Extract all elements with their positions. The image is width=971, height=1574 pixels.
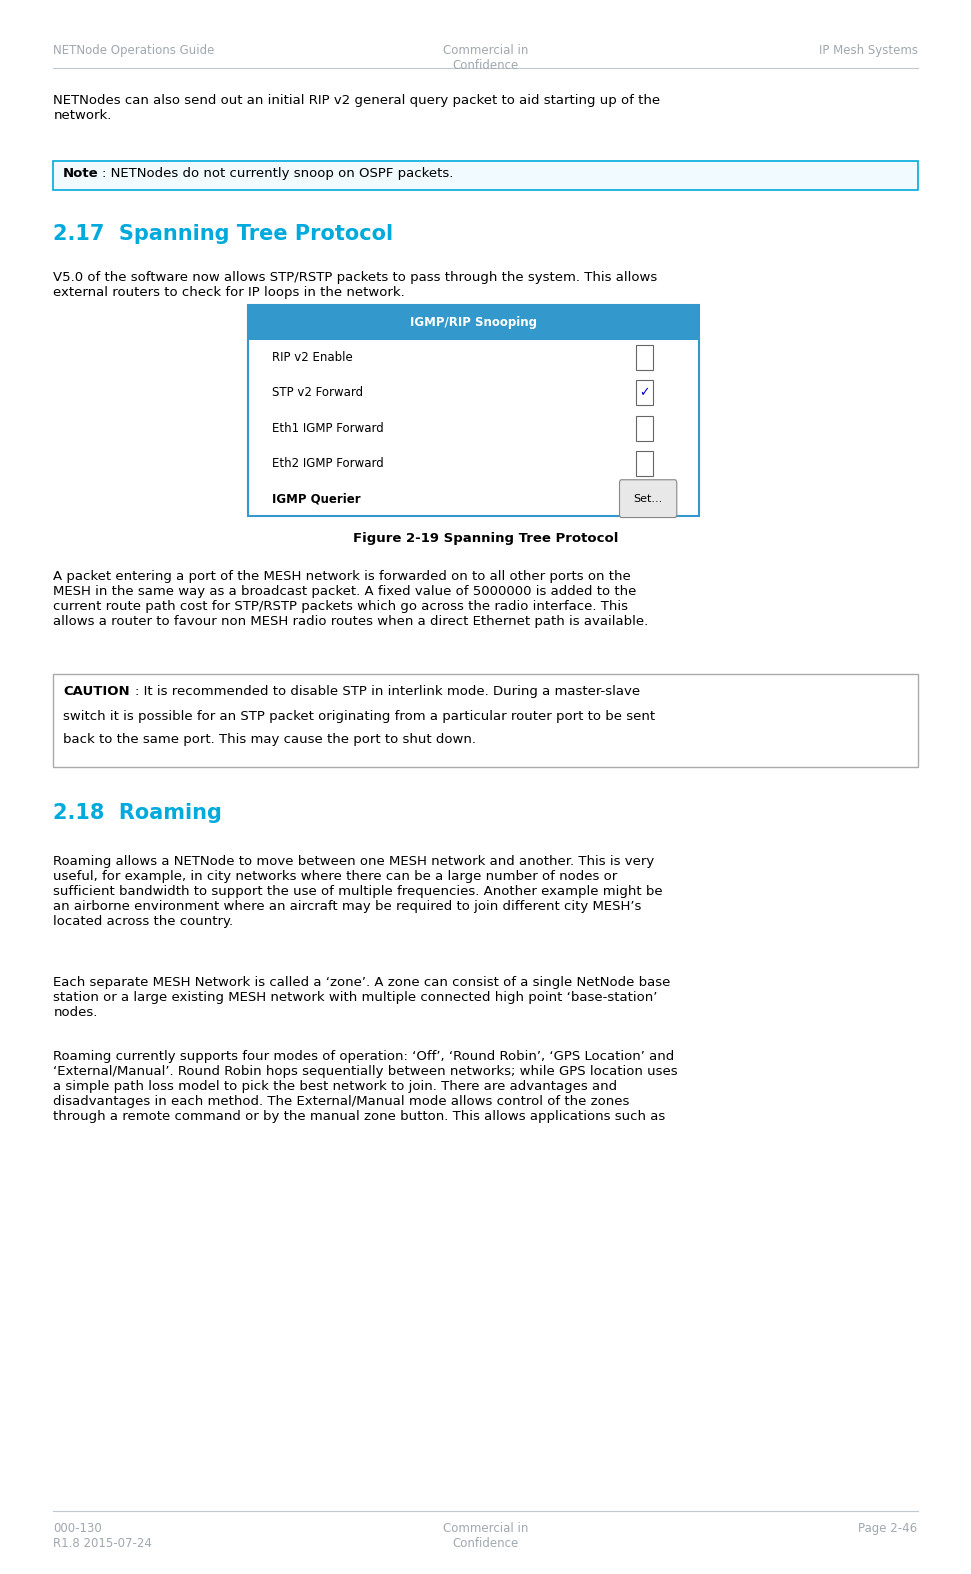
Text: back to the same port. This may cause the port to shut down.: back to the same port. This may cause th… bbox=[63, 733, 476, 746]
Text: 2.17  Spanning Tree Protocol: 2.17 Spanning Tree Protocol bbox=[53, 224, 393, 244]
Text: CAUTION: CAUTION bbox=[63, 685, 130, 697]
Text: 2.18  Roaming: 2.18 Roaming bbox=[53, 803, 222, 823]
Text: RIP v2 Enable: RIP v2 Enable bbox=[272, 351, 352, 364]
Text: NETNode Operations Guide: NETNode Operations Guide bbox=[53, 44, 215, 57]
Text: Roaming allows a NETNode to move between one MESH network and another. This is v: Roaming allows a NETNode to move between… bbox=[53, 855, 663, 927]
Text: Page 2-46: Page 2-46 bbox=[858, 1522, 918, 1535]
Text: Eth2 IGMP Forward: Eth2 IGMP Forward bbox=[272, 456, 384, 471]
FancyBboxPatch shape bbox=[619, 480, 677, 518]
Text: STP v2 Forward: STP v2 Forward bbox=[272, 386, 363, 400]
FancyBboxPatch shape bbox=[53, 161, 918, 190]
FancyBboxPatch shape bbox=[636, 381, 653, 406]
Text: Each separate MESH Network is called a ‘zone’. A zone can consist of a single Ne: Each separate MESH Network is called a ‘… bbox=[53, 976, 671, 1018]
FancyBboxPatch shape bbox=[636, 416, 653, 441]
FancyBboxPatch shape bbox=[636, 345, 653, 370]
Text: : It is recommended to disable STP in interlink mode. During a master-slave: : It is recommended to disable STP in in… bbox=[135, 685, 640, 697]
FancyBboxPatch shape bbox=[248, 305, 699, 340]
Text: : NETNodes do not currently snoop on OSPF packets.: : NETNodes do not currently snoop on OSP… bbox=[102, 167, 453, 181]
Text: Set...: Set... bbox=[633, 494, 663, 504]
FancyBboxPatch shape bbox=[248, 305, 699, 516]
Text: Roaming currently supports four modes of operation: ‘Off’, ‘Round Robin’, ‘GPS L: Roaming currently supports four modes of… bbox=[53, 1050, 678, 1122]
Text: Commercial in
Confidence: Commercial in Confidence bbox=[443, 44, 528, 72]
Text: switch it is possible for an STP packet originating from a particular router por: switch it is possible for an STP packet … bbox=[63, 710, 655, 722]
Text: ✓: ✓ bbox=[640, 386, 650, 400]
Text: IP Mesh Systems: IP Mesh Systems bbox=[819, 44, 918, 57]
Text: NETNodes can also send out an initial RIP v2 general query packet to aid startin: NETNodes can also send out an initial RI… bbox=[53, 94, 660, 123]
Text: Figure 2-19 Spanning Tree Protocol: Figure 2-19 Spanning Tree Protocol bbox=[352, 532, 619, 545]
FancyBboxPatch shape bbox=[636, 450, 653, 475]
Text: Eth1 IGMP Forward: Eth1 IGMP Forward bbox=[272, 422, 384, 434]
Text: IGMP Querier: IGMP Querier bbox=[272, 493, 360, 505]
Text: V5.0 of the software now allows STP/RSTP packets to pass through the system. Thi: V5.0 of the software now allows STP/RSTP… bbox=[53, 271, 657, 299]
Text: A packet entering a port of the MESH network is forwarded on to all other ports : A packet entering a port of the MESH net… bbox=[53, 570, 649, 628]
Text: IGMP/RIP Snooping: IGMP/RIP Snooping bbox=[410, 316, 537, 329]
Text: 000-130
R1.8 2015-07-24: 000-130 R1.8 2015-07-24 bbox=[53, 1522, 152, 1550]
FancyBboxPatch shape bbox=[53, 674, 918, 767]
Text: Commercial in
Confidence: Commercial in Confidence bbox=[443, 1522, 528, 1550]
Text: Note: Note bbox=[63, 167, 99, 181]
